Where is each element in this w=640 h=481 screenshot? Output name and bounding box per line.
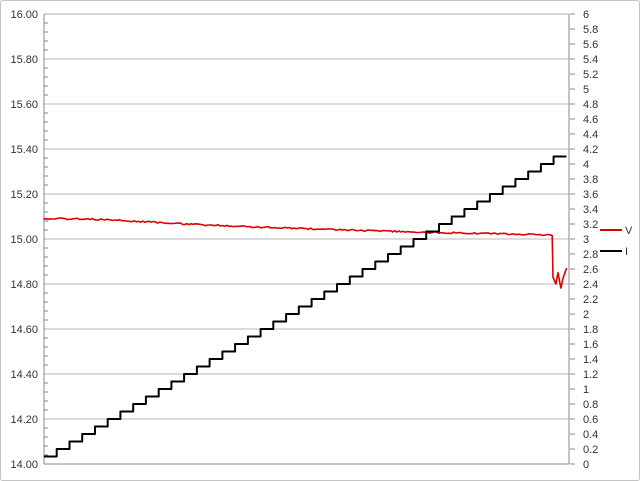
series-i-line xyxy=(44,155,567,458)
y-axis-right-label: 1 xyxy=(583,384,589,396)
y-axis-left-label: 15.40 xyxy=(10,144,38,156)
y-axis-right-label: 4.8 xyxy=(583,99,598,111)
y-axis-right-label: 2.6 xyxy=(583,264,598,276)
y-axis-right-label: 6 xyxy=(583,9,589,21)
legend-item-v: V xyxy=(600,225,633,237)
y-axis-right-label: 3.6 xyxy=(583,189,598,201)
y-axis-right-label: 2.8 xyxy=(583,249,598,261)
y-axis-right-label: 2 xyxy=(583,309,589,321)
y-axis-right-label: 3.2 xyxy=(583,219,598,231)
y-axis-left-label: 16.00 xyxy=(10,9,38,21)
y-axis-left-label: 15.60 xyxy=(10,99,38,111)
y-axis-right-label: 3.4 xyxy=(583,204,598,216)
y-axis-right-label: 0.2 xyxy=(583,444,598,456)
y-axis-left-label: 14.60 xyxy=(10,324,38,336)
y-axis-right-label: 4.6 xyxy=(583,114,598,126)
y-axis-left-label: 15.20 xyxy=(10,189,38,201)
legend-item-i: I xyxy=(600,246,628,258)
y-axis-right-label: 5.2 xyxy=(583,69,598,81)
y-axis-right-label: 2.2 xyxy=(583,294,598,306)
y-axis-left-label: 14.00 xyxy=(10,459,38,471)
y-axis-left-label: 14.40 xyxy=(10,369,38,381)
y-axis-right-label: 0.8 xyxy=(583,399,598,411)
y-axis-right-label: 4 xyxy=(583,159,589,171)
y-axis-left-label: 14.20 xyxy=(10,414,38,426)
y-axis-right-label: 5.6 xyxy=(583,39,598,51)
y-axis-right-label: 2.4 xyxy=(583,279,598,291)
y-axis-right-label: 5.4 xyxy=(583,54,598,66)
y-axis-right-label: 0.6 xyxy=(583,414,598,426)
y-axis-right-label: 3 xyxy=(583,234,589,246)
y-axis-left-label: 15.80 xyxy=(10,54,38,66)
series-v-line xyxy=(43,217,568,289)
y-axis-right-label: 0 xyxy=(583,459,589,471)
legend-label: V xyxy=(625,225,633,237)
y-axis-right-label: 5.8 xyxy=(583,24,598,36)
y-axis-left-label: 15.00 xyxy=(10,234,38,246)
y-axis-right-label: 4.2 xyxy=(583,144,598,156)
y-axis-right-label: 5 xyxy=(583,84,589,96)
y-axis-right-label: 4.4 xyxy=(583,129,598,141)
y-axis-right-label: 1.6 xyxy=(583,339,598,351)
y-axis-right-label: 1.8 xyxy=(583,324,598,336)
y-axis-right-label: 0.4 xyxy=(583,429,598,441)
y-axis-right-label: 1.4 xyxy=(583,354,598,366)
y-axis-left-label: 14.80 xyxy=(10,279,38,291)
y-axis-right-label: 3.8 xyxy=(583,174,598,186)
legend-label: I xyxy=(625,246,628,258)
y-axis-right-label: 1.2 xyxy=(583,369,598,381)
